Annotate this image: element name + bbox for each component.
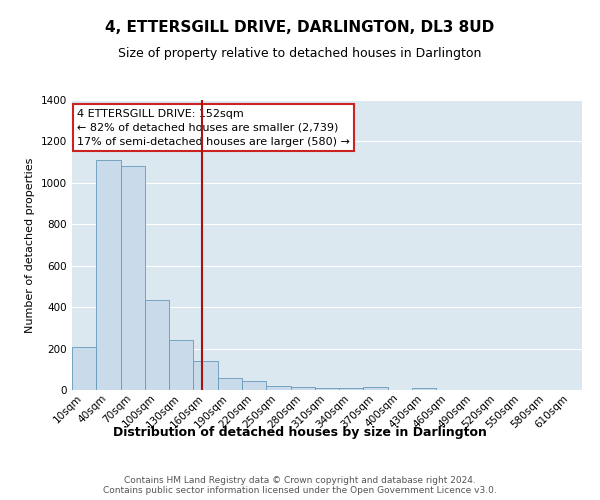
Bar [72, 346, 96, 390]
Text: Distribution of detached houses by size in Darlington: Distribution of detached houses by size … [113, 426, 487, 439]
Text: 4 ETTERSGILL DRIVE: 152sqm
← 82% of detached houses are smaller (2,739)
17% of s: 4 ETTERSGILL DRIVE: 152sqm ← 82% of deta… [77, 108, 350, 146]
Y-axis label: Number of detached properties: Number of detached properties [25, 158, 35, 332]
Bar [96, 160, 121, 390]
Bar [412, 388, 436, 390]
Bar [339, 388, 364, 390]
Bar [290, 387, 315, 390]
Bar [193, 361, 218, 390]
Bar [145, 300, 169, 390]
Bar [364, 387, 388, 390]
Bar [315, 388, 339, 390]
Bar [121, 166, 145, 390]
Text: Contains HM Land Registry data © Crown copyright and database right 2024.
Contai: Contains HM Land Registry data © Crown c… [103, 476, 497, 495]
Text: 4, ETTERSGILL DRIVE, DARLINGTON, DL3 8UD: 4, ETTERSGILL DRIVE, DARLINGTON, DL3 8UD [106, 20, 494, 35]
Bar [266, 386, 290, 390]
Bar [169, 340, 193, 390]
Bar [218, 378, 242, 390]
Bar [242, 380, 266, 390]
Text: Size of property relative to detached houses in Darlington: Size of property relative to detached ho… [118, 48, 482, 60]
